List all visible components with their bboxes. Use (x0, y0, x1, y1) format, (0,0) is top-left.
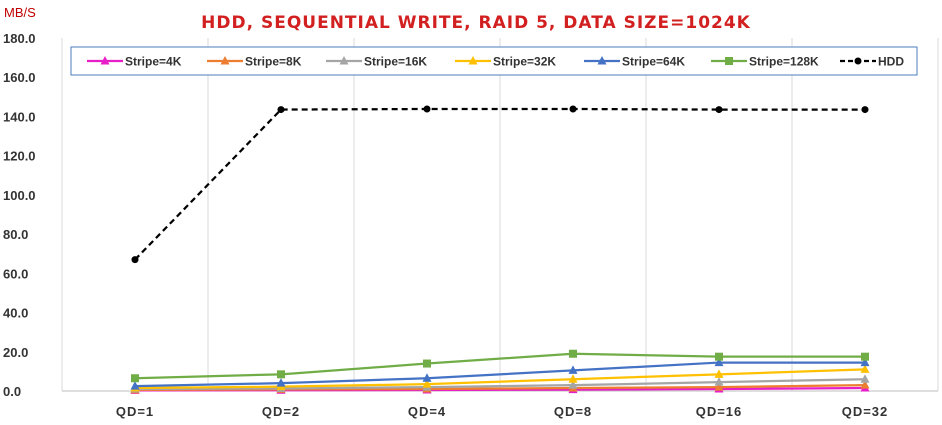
x-tick-label: QD=32 (842, 404, 889, 419)
y-tick-label: 60.0 (3, 266, 28, 281)
x-tick-label: QD=16 (696, 404, 743, 419)
data-point-marker (854, 57, 862, 65)
chart-title: HDD, SEQUENTIAL WRITE, RAID 5, DATA SIZE… (201, 13, 751, 33)
legend-entry: Stripe=8K (207, 55, 302, 69)
gridlines (61, 38, 939, 391)
legend-label: Stripe=32K (493, 55, 556, 69)
y-tick-label: 120.0 (3, 149, 36, 164)
data-point-marker (597, 56, 607, 65)
y-tick-label: 20.0 (3, 345, 28, 360)
series-line (134, 361, 865, 388)
data-point-marker (422, 373, 432, 382)
x-tick-label: QD=4 (408, 404, 446, 419)
data-point-marker (860, 380, 870, 389)
y-tick-labels: 0.0 20.0 40.0 60.0 80.0 100.0 120.0 140.0 160.0 1… (3, 31, 36, 399)
data-point-marker (715, 352, 723, 361)
data-point-marker (861, 352, 869, 361)
x-tick-label: QD=1 (116, 404, 154, 419)
y-tick-label: 0.0 (3, 384, 21, 399)
y-tick-label: 80.0 (3, 227, 28, 242)
legend-entry: Stripe=4K (87, 55, 182, 69)
data-point-marker (568, 374, 578, 383)
data-point-marker (714, 377, 724, 386)
x-tick-labels: QD=1 QD=2 QD=4 QD=8 QD=16 QD=32 (116, 404, 889, 419)
legend-label: Stripe=128K (749, 55, 819, 69)
data-point-marker (277, 106, 285, 114)
data-point-marker (569, 105, 577, 113)
series-stripe-64k (130, 357, 870, 390)
data-point-marker (423, 105, 431, 113)
data-point-marker (277, 370, 285, 379)
data-point-marker (725, 57, 733, 65)
legend-label: Stripe=16K (364, 55, 427, 69)
legend-label: Stripe=8K (245, 55, 302, 69)
series-line (134, 352, 865, 380)
data-point-marker (568, 365, 578, 374)
legend-entry: Stripe=32K (455, 55, 556, 69)
series-line (134, 378, 866, 391)
data-point-marker (100, 56, 110, 65)
x-tick-label: QD=8 (554, 404, 592, 419)
x-tick-label: QD=2 (262, 404, 300, 419)
legend-label: Stripe=64K (622, 55, 685, 69)
data-point-marker (468, 56, 478, 65)
data-point-marker (131, 374, 139, 383)
legend-label: Stripe=4K (125, 55, 182, 69)
data-point-marker (860, 364, 870, 373)
data-point-marker (339, 56, 349, 65)
data-point-marker (714, 382, 724, 391)
series-hdd (131, 105, 869, 264)
y-tick-label: 160.0 (3, 70, 36, 85)
legend-entry: Stripe=64K (584, 55, 685, 69)
data-point-marker (276, 378, 286, 387)
data-point-marker (569, 349, 577, 358)
data-point-marker (860, 374, 870, 383)
data-point-marker (568, 380, 578, 389)
series-stripe-128k (131, 349, 869, 383)
data-point-marker (220, 56, 230, 65)
data-point-marker (861, 106, 869, 114)
y-tick-label: 180.0 (3, 31, 36, 46)
y-axis-unit-label: MB/S (4, 5, 36, 20)
data-point-marker (714, 357, 724, 367)
data-point-marker (714, 369, 724, 378)
data-point-marker (130, 381, 140, 390)
legend-entry: Stripe=16K (326, 55, 427, 69)
data-point-marker (131, 256, 139, 264)
y-tick-label: 100.0 (3, 188, 36, 203)
data-point-marker (422, 379, 432, 388)
data-point-marker (860, 357, 870, 367)
series-group (130, 105, 870, 394)
data-point-marker (715, 106, 723, 114)
data-point-marker (423, 359, 431, 368)
y-tick-label: 140.0 (3, 109, 36, 124)
legend-label: HDD (878, 55, 904, 69)
legend-entry: Stripe=128K (711, 55, 819, 69)
series-line (134, 368, 866, 390)
series-line (134, 107, 865, 261)
legend-entry: HDD (840, 55, 904, 69)
y-tick-label: 40.0 (3, 306, 28, 321)
legend: Stripe=4K Stripe=8K Stripe=16K Stripe=32K St… (70, 46, 918, 76)
